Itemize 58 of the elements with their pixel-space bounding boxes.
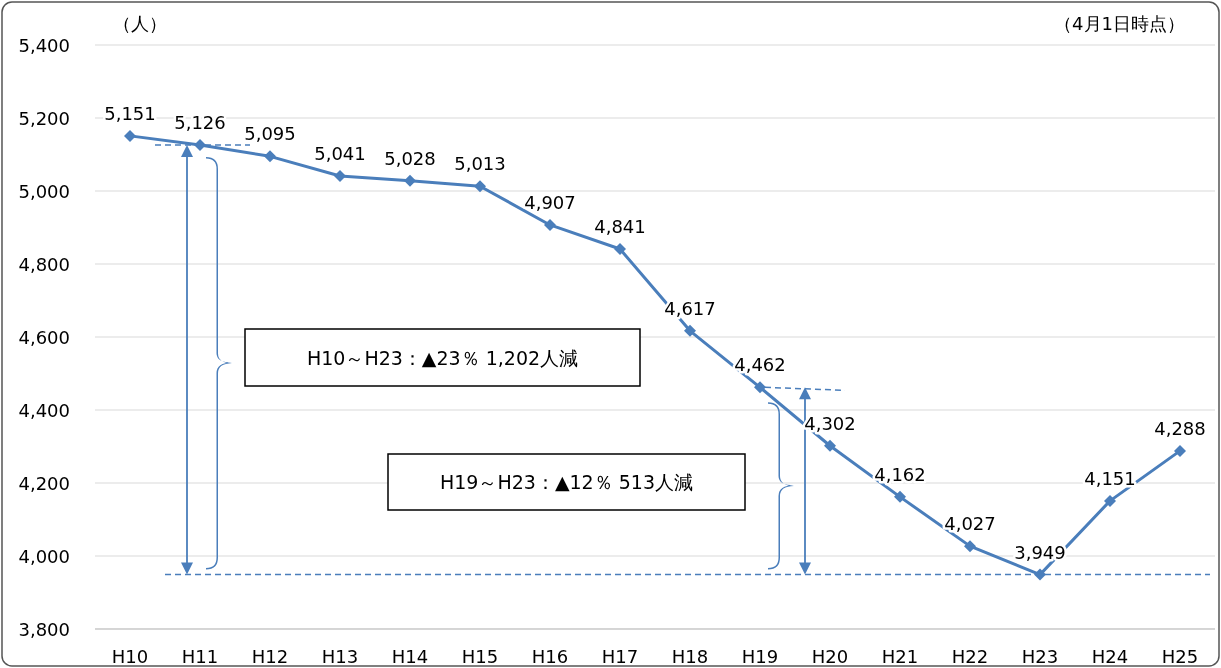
point xyxy=(1104,494,1116,507)
point xyxy=(1034,568,1046,581)
y-tick-label: 3,800 xyxy=(18,619,70,640)
point xyxy=(1174,444,1186,457)
x-tick-label: H13 xyxy=(321,646,359,667)
data-label: 5,041 xyxy=(314,143,366,165)
point xyxy=(474,180,486,193)
x-tick-label: H21 xyxy=(881,646,919,667)
data-label: 5,126 xyxy=(174,112,226,134)
point xyxy=(334,170,346,183)
y-tick-label: 5,200 xyxy=(18,108,70,129)
x-tick-label: H20 xyxy=(811,646,849,667)
x-tick-label: H25 xyxy=(1161,646,1199,667)
data-label: 5,013 xyxy=(454,153,506,175)
y-tick-label: 4,600 xyxy=(18,327,70,348)
x-tick-label: H24 xyxy=(1091,646,1129,667)
text: （4月1日時点） xyxy=(1054,13,1185,34)
x-tick-label: H17 xyxy=(601,646,639,667)
point xyxy=(194,139,206,152)
data-label: 5,028 xyxy=(384,147,436,169)
x-tick-label: H18 xyxy=(671,646,709,667)
point xyxy=(614,243,626,256)
data-label: 4,841 xyxy=(594,216,646,238)
data-label: 4,288 xyxy=(1154,417,1206,439)
x-tick-label: H23 xyxy=(1021,646,1059,667)
annotation: H10～H23：▲23％ 1,202人減 xyxy=(306,346,579,369)
x-tick-label: H10 xyxy=(111,646,149,667)
point xyxy=(824,439,836,452)
y-tick-label: 5,400 xyxy=(18,35,70,56)
x-tick-label: H22 xyxy=(951,646,989,667)
data-label: 4,162 xyxy=(874,463,926,485)
x-tick-label: H11 xyxy=(181,646,219,667)
x-tick-label: H16 xyxy=(531,646,569,667)
data-label: 4,027 xyxy=(944,513,996,535)
annotation: H19～H23：▲12％ 513人減 xyxy=(439,471,694,493)
data-label: 4,907 xyxy=(524,191,576,213)
point xyxy=(754,381,766,394)
x-tick-label: H14 xyxy=(391,646,429,667)
point xyxy=(684,324,696,337)
x-tick-label: H15 xyxy=(461,646,499,667)
point xyxy=(264,150,276,163)
point xyxy=(404,174,416,187)
point xyxy=(894,490,906,503)
x-tick-label: H12 xyxy=(251,646,289,667)
data-label: 4,462 xyxy=(734,354,786,376)
y-tick-label: 4,400 xyxy=(18,400,70,421)
y-tick-label: 4,200 xyxy=(18,473,70,494)
data-label: 4,151 xyxy=(1084,467,1136,489)
data-label: 5,095 xyxy=(244,123,296,145)
point xyxy=(964,540,976,553)
y-tick-label: 4,800 xyxy=(18,254,70,275)
y-tick-label: 5,000 xyxy=(18,181,70,202)
y-axis-title: （人） xyxy=(113,13,167,34)
x-tick-label: H19 xyxy=(741,646,779,667)
point xyxy=(544,218,556,231)
y-tick-label: 4,000 xyxy=(18,546,70,567)
data-label: 5,151 xyxy=(104,102,156,124)
point xyxy=(124,129,136,142)
